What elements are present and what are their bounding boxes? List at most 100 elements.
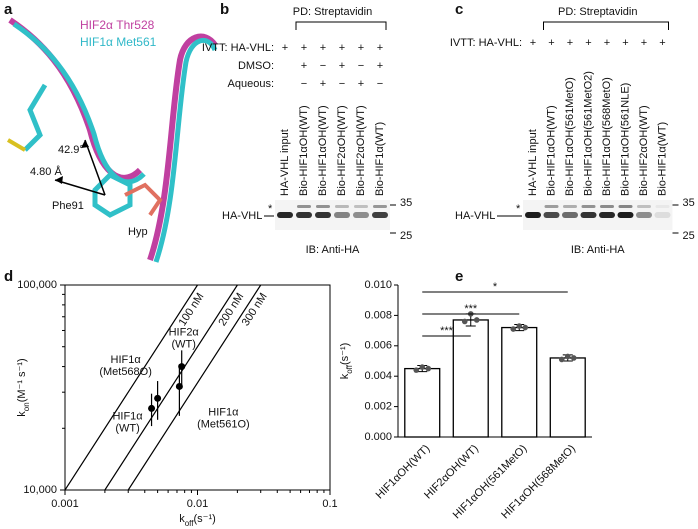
band [315, 212, 331, 218]
band [277, 212, 293, 218]
x-tick-label: 0.001 [51, 498, 79, 510]
band [335, 205, 349, 208]
y-tick-label: 0.004 [364, 370, 392, 382]
replicate-point [570, 355, 577, 361]
band [617, 212, 634, 218]
panel-label: a [4, 1, 13, 18]
structure-label: Hyp [128, 226, 148, 238]
sign: + [377, 60, 383, 72]
kd-line [104, 285, 238, 490]
structure-label: HIF1α Met561 [80, 35, 157, 49]
band [316, 205, 330, 208]
sign: + [377, 42, 383, 54]
sign: + [358, 78, 364, 90]
point-label: (WT) [115, 422, 139, 434]
replicate-point [413, 367, 420, 373]
lane-label: Bio-HIF2αOH(WT) [355, 105, 367, 196]
axis-label-part: on [22, 402, 31, 411]
sign: + [641, 37, 647, 49]
sign: + [358, 42, 364, 54]
marker-label: 35 [683, 197, 695, 209]
replicate-point [564, 353, 571, 360]
sign: + [320, 78, 326, 90]
band [353, 212, 369, 218]
axis-label-part: (s⁻¹) [193, 513, 215, 525]
significance-label: * [493, 281, 498, 293]
lane-label: Bio-HIF1αOH(WT) [545, 105, 557, 196]
band [525, 212, 541, 218]
axis-label-part: off [345, 364, 354, 374]
point-label: HIF1α [111, 354, 142, 366]
sign: + [604, 37, 610, 49]
bar [404, 367, 441, 438]
blot-caption: IB: Anti-HA [306, 244, 360, 256]
replicate-point [510, 326, 517, 332]
axis-label-part: off [185, 519, 195, 528]
band [297, 205, 311, 208]
sign: + [548, 37, 554, 49]
lane-label: HA-VHL input [279, 129, 291, 196]
axis-label: koff(s⁻¹) [179, 513, 216, 528]
structure-label: 4.80 Å [30, 165, 62, 178]
y-tick-label: 100,000 [17, 279, 57, 291]
band [562, 212, 578, 218]
point [148, 404, 156, 412]
marker-label: 25 [400, 230, 412, 242]
band [636, 212, 652, 218]
axis-label-part: k [339, 373, 351, 379]
lane-label: Bio-HIF1αOH(561MetO2) [582, 71, 594, 196]
bar [549, 357, 586, 438]
panel-label: e [455, 268, 463, 285]
replicate-point [516, 323, 523, 329]
pulldown-bracket [295, 21, 387, 30]
point-label: HIF2α [169, 326, 200, 338]
kd-line [65, 285, 199, 490]
lane-label: Bio-HIF1αOH(WT) [317, 105, 329, 196]
x-tick-label: 0.01 [187, 498, 208, 510]
replicate-point [558, 356, 565, 363]
marker-tick [672, 204, 679, 234]
sign: + [659, 37, 665, 49]
structure-label: Phe91 [52, 200, 84, 212]
point-label: HIF1α [208, 406, 239, 418]
x-tick-label: 0.1 [322, 498, 337, 510]
plot-frame [64, 284, 331, 491]
lane-label: Bio-HIF1αOH(561MetO) [564, 77, 576, 196]
significance-label: *** [440, 325, 454, 337]
axis-label-part: (s⁻¹) [339, 343, 351, 365]
band [544, 205, 559, 208]
marker-label: 25 [683, 230, 695, 242]
pulldown-header: PD: Streptavidin [558, 6, 637, 18]
axis-label: koff(s⁻¹) [339, 343, 354, 380]
lane-label: Bio-HIF2αOH(WT) [638, 105, 650, 196]
y-tick-label: 0.008 [364, 309, 392, 321]
sign: + [339, 60, 345, 72]
panel-label: d [4, 268, 13, 285]
point-label: HIF1α [112, 410, 143, 422]
band [334, 212, 350, 218]
replicate-point [522, 324, 529, 331]
y-tick-label: 0.002 [364, 401, 392, 413]
y-tick-label: 0.010 [364, 279, 392, 291]
pulldown-bracket [543, 21, 669, 30]
row-label: IVTT: HA-VHL: [450, 37, 522, 49]
band [581, 205, 596, 208]
sign: − [377, 78, 383, 90]
pulldown-header: PD: Streptavidin [293, 6, 372, 18]
band [580, 212, 597, 218]
replicate-point [461, 318, 468, 325]
band [373, 205, 387, 208]
sign: − [358, 60, 364, 72]
band [354, 205, 368, 208]
sign: − [301, 78, 307, 90]
bar [452, 319, 489, 438]
band [372, 212, 388, 218]
sign: + [585, 37, 591, 49]
asterisk: * [268, 203, 273, 215]
row-label: DMSO: [238, 60, 274, 72]
point-label: (Met561O) [197, 418, 250, 430]
sign: + [301, 60, 307, 72]
sign: + [567, 37, 573, 49]
blot-image [275, 200, 390, 230]
marker-label: 35 [400, 197, 412, 209]
